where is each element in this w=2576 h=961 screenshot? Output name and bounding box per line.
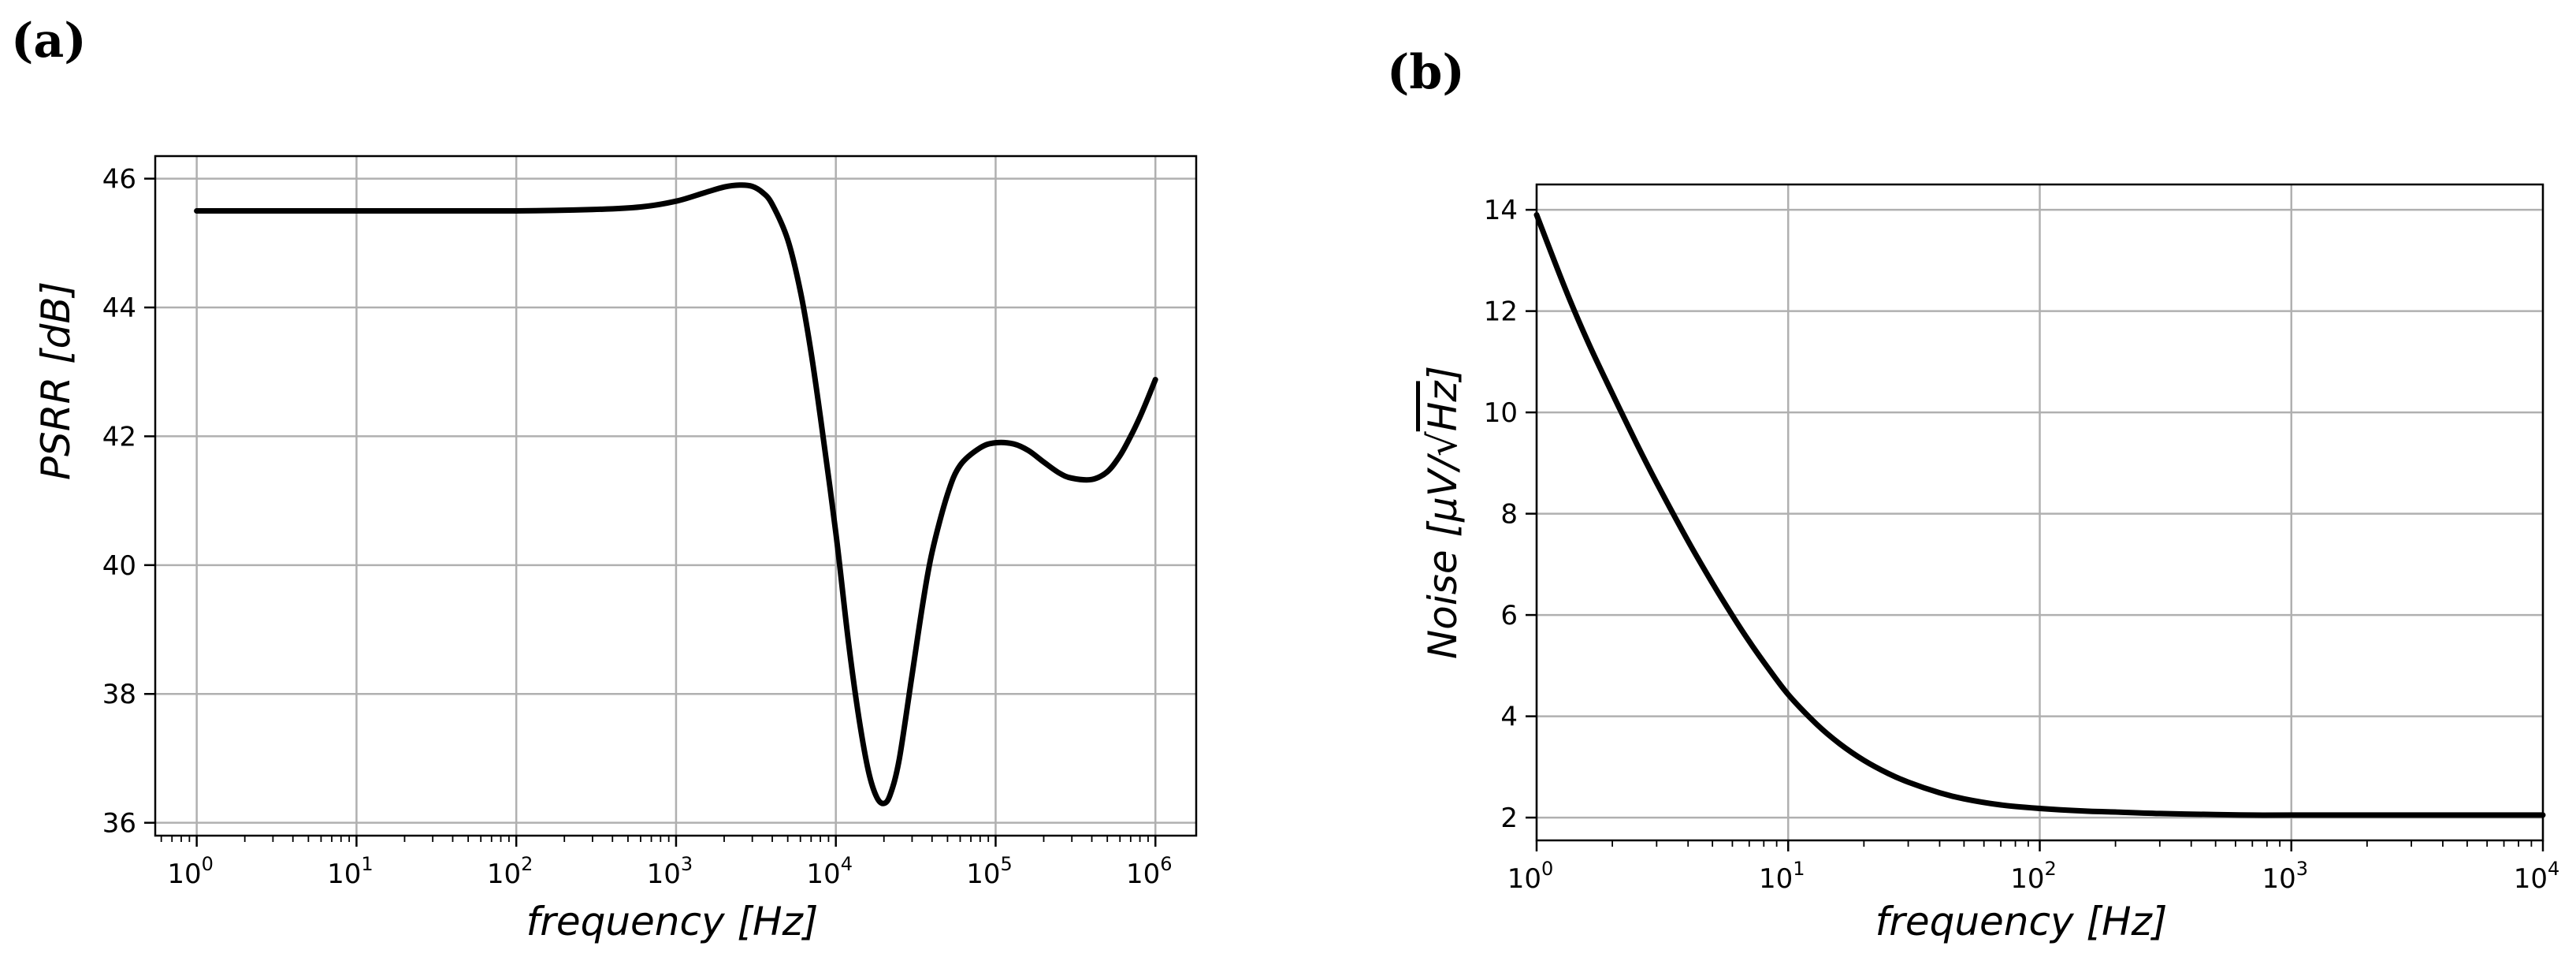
x-tick-label: 106 [1126, 853, 1173, 890]
x-tick-label: 104 [2514, 858, 2560, 895]
y-tick-label: 46 [102, 164, 136, 196]
x-tick-label: 100 [1507, 858, 1554, 895]
y-tick-label: 38 [102, 679, 136, 710]
y-tick-label: 44 [102, 292, 136, 324]
panel-label-b: (b) [1387, 45, 1465, 100]
y-tick-label: 12 [1484, 296, 1518, 328]
x-tick-label: 101 [1759, 858, 1805, 895]
ticks-b: 100 101 102 103 104 2 4 6 8 10 12 14 [1484, 195, 2560, 895]
x-tick-label: 103 [2262, 858, 2308, 895]
series-line-noise [1533, 212, 2546, 818]
y-axis-label-a: PSRR [dB] [33, 281, 79, 480]
ticks-a: 100 101 102 103 104 105 106 36 38 40 42 44 46 [102, 164, 1173, 890]
chart-noise: 100 101 102 103 104 2 4 6 8 10 12 14 Noise [μV/√Hz]… [1420, 183, 2560, 944]
x-tick-label: 103 [647, 853, 693, 890]
plot-frame-a [154, 155, 1198, 837]
x-tick-label: 105 [966, 853, 1013, 890]
grid-a [155, 156, 1196, 836]
x-axis-label-a: frequency [Hz] [526, 899, 819, 944]
y-tick-label: 40 [102, 550, 136, 582]
grid-b [1535, 184, 2544, 840]
y-tick-label: 36 [102, 808, 136, 840]
x-tick-label: 100 [167, 853, 214, 890]
y-tick-label: 2 [1500, 803, 1518, 834]
x-tick-label: 101 [327, 853, 374, 890]
chart-psrr: 100 101 102 103 104 105 106 36 38 40 42 44 46 PSRR [… [33, 155, 1198, 944]
y-tick-label: 14 [1484, 195, 1518, 226]
x-tick-label: 102 [2010, 858, 2057, 895]
series-line-psrr [194, 182, 1158, 806]
panel-label-a: (a) [11, 13, 87, 69]
y-tick-label: 4 [1500, 702, 1518, 733]
y-tick-label: 6 [1500, 600, 1518, 631]
y-tick-label: 8 [1500, 499, 1518, 531]
y-tick-label: 42 [102, 421, 136, 453]
x-axis-label-b: frequency [Hz] [1875, 899, 2168, 944]
y-tick-label: 10 [1484, 397, 1518, 429]
y-axis-label-b: Noise [μV/√Hz] [1420, 366, 1466, 659]
x-tick-label: 104 [806, 853, 853, 890]
plot-frame-b [1535, 183, 2544, 842]
x-tick-label: 102 [487, 853, 533, 890]
